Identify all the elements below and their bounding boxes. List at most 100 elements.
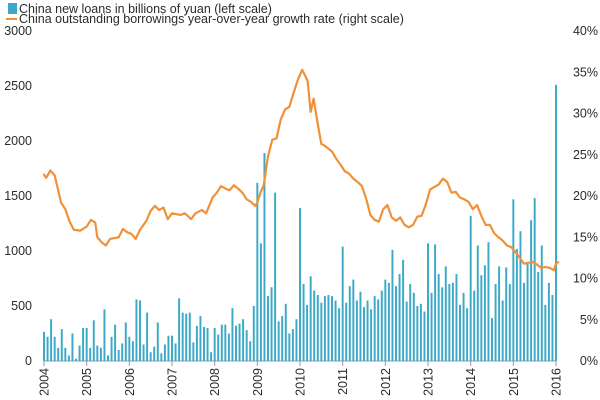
loan-bar bbox=[99, 347, 102, 361]
growth-rate-line bbox=[42, 68, 560, 272]
axes: 0 500 1000 1500 2000 2500 3000 0% 5% 10% 15% 20% 25%… bbox=[4, 24, 598, 396]
loan-bar bbox=[103, 309, 106, 361]
loan-bar bbox=[466, 308, 469, 361]
loan-bar bbox=[121, 343, 124, 361]
loan-bar bbox=[476, 245, 479, 361]
loan-bar bbox=[526, 262, 529, 361]
x-tick-label: 2008 bbox=[208, 368, 222, 396]
loan-bar bbox=[459, 304, 461, 361]
loan-bar bbox=[405, 301, 408, 361]
loan-bar bbox=[131, 341, 134, 361]
loan-bar bbox=[494, 284, 497, 361]
y-left-tick-label: 2000 bbox=[4, 134, 32, 148]
loan-bar bbox=[277, 321, 280, 361]
loan-bar bbox=[309, 276, 312, 361]
x-tick-label: 2013 bbox=[422, 368, 436, 396]
loan-bar bbox=[462, 292, 465, 361]
loan-bar bbox=[455, 274, 458, 361]
loan-bar bbox=[281, 315, 284, 361]
x-tick-label: 2007 bbox=[166, 368, 180, 396]
loan-bar bbox=[227, 333, 230, 361]
y-right-tick-label: 15% bbox=[573, 230, 598, 244]
loan-bar bbox=[117, 350, 120, 361]
legend-label-loans: China new loans in billions of yuan (lef… bbox=[19, 2, 272, 16]
y-right-tick-label: 35% bbox=[573, 65, 598, 79]
loan-bar bbox=[238, 323, 241, 361]
loan-bar bbox=[256, 182, 259, 361]
loan-bar bbox=[53, 336, 56, 361]
y-left-tick-label: 2500 bbox=[4, 79, 32, 93]
loan-bar bbox=[267, 296, 269, 361]
loan-bar bbox=[188, 312, 191, 361]
loan-bar bbox=[395, 286, 397, 361]
loan-bar bbox=[523, 282, 525, 361]
loan-bar bbox=[82, 328, 85, 361]
loan-bar bbox=[71, 333, 74, 361]
loan-bar bbox=[92, 320, 95, 361]
loan-bar bbox=[384, 279, 387, 361]
loan-bar bbox=[178, 298, 181, 361]
loan-bar bbox=[124, 322, 127, 361]
loan-bar bbox=[139, 300, 141, 361]
loan-bar bbox=[206, 328, 209, 361]
loan-bar bbox=[295, 319, 298, 361]
loan-bar bbox=[327, 295, 330, 361]
loan-bar bbox=[213, 328, 216, 361]
loan-bar bbox=[363, 307, 365, 361]
loan-bar bbox=[153, 346, 156, 361]
loan-bar bbox=[270, 287, 273, 361]
loan-bar bbox=[114, 324, 117, 361]
loan-bar bbox=[334, 300, 337, 361]
loan-bar bbox=[345, 302, 348, 361]
loan-bar bbox=[199, 315, 202, 361]
x-tick-label: 2011 bbox=[336, 368, 350, 395]
x-tick-label: 2014 bbox=[464, 368, 478, 396]
loan-bar bbox=[263, 153, 266, 361]
loan-bar bbox=[352, 279, 355, 361]
loan-bar bbox=[57, 347, 60, 361]
y-right-tick-label: 10% bbox=[573, 272, 598, 286]
loan-bar bbox=[377, 299, 380, 361]
loan-bar bbox=[64, 347, 67, 361]
legend-swatch-loans bbox=[8, 3, 17, 14]
loan-bar bbox=[284, 303, 287, 361]
loan-bar bbox=[530, 220, 533, 361]
loan-bar bbox=[181, 312, 184, 361]
loan-bar bbox=[274, 192, 277, 361]
loan-bar bbox=[501, 300, 504, 361]
loan-bar bbox=[78, 345, 81, 361]
loan-bar bbox=[402, 259, 405, 361]
loan-bar bbox=[547, 282, 550, 361]
loan-bar bbox=[89, 347, 92, 361]
loan-bar bbox=[519, 231, 522, 361]
loan-bar bbox=[331, 296, 333, 361]
loan-bar bbox=[210, 352, 213, 361]
loan-bar bbox=[149, 352, 152, 361]
x-tick-label: 2015 bbox=[507, 368, 521, 396]
loan-bar bbox=[156, 322, 159, 361]
loan-bar bbox=[409, 284, 412, 361]
loan-bar bbox=[380, 290, 383, 361]
loan-bar bbox=[185, 313, 188, 361]
loan-bar bbox=[174, 343, 177, 361]
y-right-tick-label: 20% bbox=[573, 189, 598, 203]
loan-bar bbox=[487, 242, 490, 361]
loan-bar bbox=[412, 292, 415, 361]
loan-bar bbox=[85, 328, 88, 361]
loan-bar bbox=[483, 265, 486, 361]
x-tick-label: 2010 bbox=[294, 368, 308, 396]
loan-bar bbox=[423, 311, 426, 361]
loan-bar bbox=[67, 355, 70, 361]
loan-bar bbox=[448, 284, 451, 361]
loan-bar bbox=[430, 292, 433, 361]
y-left-tick-label: 1000 bbox=[4, 244, 32, 258]
loan-bar bbox=[444, 266, 447, 361]
loan-bar bbox=[451, 282, 454, 361]
y-left-tick-label: 500 bbox=[11, 299, 32, 313]
loan-bar bbox=[217, 334, 220, 361]
loan-bar bbox=[338, 308, 341, 361]
loan-bar bbox=[434, 244, 437, 361]
loan-bar bbox=[537, 271, 540, 361]
loan-bar bbox=[373, 296, 376, 361]
loan-bar bbox=[498, 266, 501, 361]
